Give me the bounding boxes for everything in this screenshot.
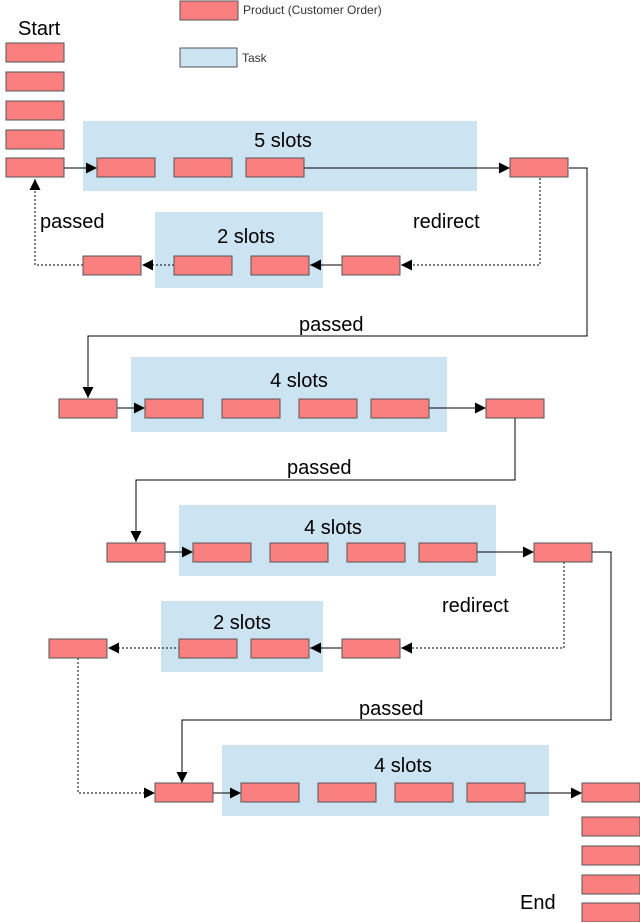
product-task-3-slot xyxy=(269,542,329,563)
product-task-4-slot xyxy=(317,782,377,803)
passed-path-3 xyxy=(176,551,612,783)
flow-labels: Start passed redirect passed passed redi… xyxy=(18,18,556,914)
product-task-4-slot xyxy=(394,782,454,803)
task-box-4 xyxy=(222,745,549,816)
product-task-3-entry xyxy=(106,542,166,563)
legend-product-swatch xyxy=(179,0,239,21)
legend-product-label: Product (Customer Order) xyxy=(243,3,382,17)
end-label: End xyxy=(520,892,556,914)
product-redirect-1-slot xyxy=(173,255,233,276)
task-box-3 xyxy=(179,505,496,576)
product-task-4-slot xyxy=(240,782,300,803)
product-end-queue-5 xyxy=(581,902,640,922)
legend: Product (Customer Order) Task xyxy=(179,0,382,68)
passed-path-2 xyxy=(130,418,516,542)
redirect-label: redirect xyxy=(442,595,509,617)
task-2-slots-label: 4 slots xyxy=(270,370,328,392)
passed-label: passed xyxy=(299,314,364,336)
product-redirect-2-out xyxy=(48,638,108,659)
product-task-2-exit xyxy=(485,398,545,419)
passed-label: passed xyxy=(359,698,424,720)
redirect-path-1 xyxy=(401,178,541,271)
product-redirect-2-waiting xyxy=(341,638,401,659)
start-label: Start xyxy=(18,18,61,40)
redirect-path-2 xyxy=(401,562,565,654)
passed-path-1 xyxy=(82,167,588,398)
product-start-queue-4 xyxy=(5,129,65,150)
product-task-2-slot xyxy=(298,398,358,419)
product-task-1-exit xyxy=(509,157,569,178)
task-1-slots-label: 5 slots xyxy=(254,130,312,152)
product-task-3-slot xyxy=(346,542,406,563)
legend-task-swatch xyxy=(179,47,238,68)
task-box-1 xyxy=(83,121,477,191)
products xyxy=(5,42,640,922)
redirect-path-1-return xyxy=(29,179,83,266)
task-3-slots-label: 4 slots xyxy=(304,517,362,539)
task-box-3-redirect xyxy=(161,601,323,672)
product-task-3-slot xyxy=(418,542,478,563)
product-task-4-entry xyxy=(154,782,214,803)
product-start-queue-5 xyxy=(5,157,65,178)
product-task-2-entry xyxy=(58,398,118,419)
task-4-slots-label: 4 slots xyxy=(374,755,432,777)
product-redirect-2-slot xyxy=(250,638,310,659)
product-start-queue-3 xyxy=(5,100,65,121)
product-start-queue-2 xyxy=(5,71,65,92)
product-redirect-1-waiting xyxy=(341,255,401,276)
redirect-path-2-return xyxy=(77,658,155,799)
slot-labels: 5 slots 2 slots 4 slots 4 slots 2 slots … xyxy=(213,130,432,777)
passed-label: passed xyxy=(287,457,352,479)
flow-lines xyxy=(29,162,612,799)
product-end-queue-2 xyxy=(581,816,640,837)
product-end-queue-1 xyxy=(581,782,640,803)
product-redirect-2-slot xyxy=(178,638,238,659)
product-task-1-slot xyxy=(173,157,233,178)
product-task-3-slot xyxy=(192,542,252,563)
product-redirect-1-out xyxy=(82,255,142,276)
product-task-3-exit xyxy=(533,542,593,563)
product-task-4-slot xyxy=(466,782,526,803)
product-end-queue-3 xyxy=(581,845,640,866)
task-box-2 xyxy=(131,357,447,432)
product-task-2-slot xyxy=(370,398,430,419)
task-boxes xyxy=(83,121,549,816)
product-redirect-1-slot xyxy=(250,255,310,276)
product-end-queue-4 xyxy=(581,874,640,895)
passed-label: passed xyxy=(40,211,105,233)
redirect-label: redirect xyxy=(413,211,480,233)
product-task-2-slot xyxy=(221,398,281,419)
product-start-queue-1 xyxy=(5,42,65,63)
task-1-redirect-slots-label: 2 slots xyxy=(217,226,275,248)
product-task-1-slot xyxy=(245,157,305,178)
legend-task-label: Task xyxy=(242,51,268,65)
task-3-redirect-slots-label: 2 slots xyxy=(213,612,271,634)
product-task-1-slot xyxy=(96,157,156,178)
product-task-2-slot xyxy=(144,398,204,419)
task-box-1-redirect xyxy=(155,212,323,288)
